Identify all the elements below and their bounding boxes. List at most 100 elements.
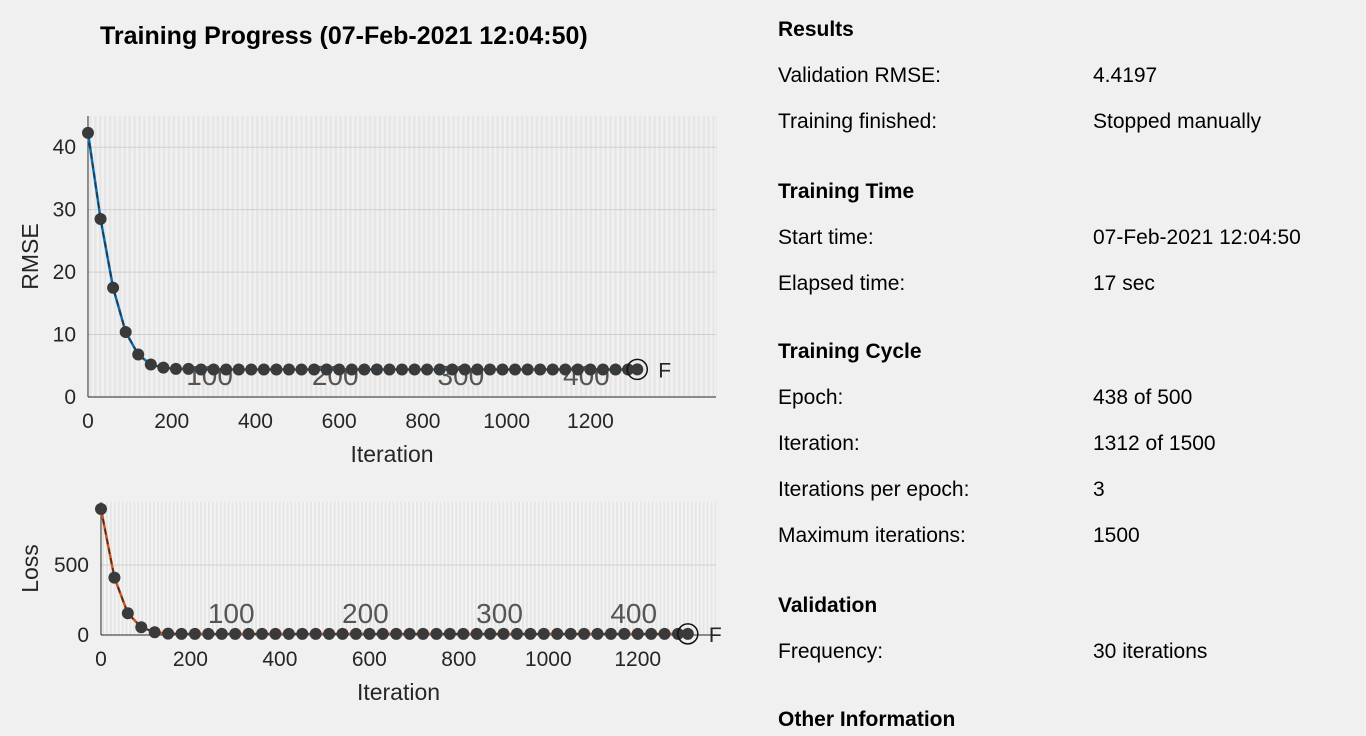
loss-validation-point: [175, 627, 188, 640]
rmse-validation-point: [257, 363, 270, 376]
frequency-value: 30 iterations: [1093, 640, 1208, 663]
loss-x-tick-label: 600: [352, 648, 387, 671]
elapsed-time-label: Elapsed time:: [778, 272, 906, 295]
training-time-section-title: Training Time: [778, 180, 915, 203]
training-cycle-section-title: Training Cycle: [778, 340, 922, 363]
rmse-validation-point: [320, 363, 333, 376]
loss-validation-point: [376, 627, 389, 640]
loss-x-tick-label: 1200: [614, 648, 661, 671]
rmse-x-tick-label: 200: [154, 410, 189, 433]
rmse-minor-grid: [87, 116, 717, 397]
loss-validation-point: [282, 627, 295, 640]
rmse-validation-point: [622, 363, 635, 376]
loss-final-point-ring: [677, 623, 699, 645]
rmse-x-tick-label: 400: [238, 410, 273, 433]
loss-validation-point: [524, 627, 537, 640]
rmse-validation-point: [521, 363, 534, 376]
rmse-validation-point: [483, 363, 496, 376]
loss-epoch-label: 200: [342, 598, 389, 629]
epoch-label: Epoch:: [778, 386, 844, 409]
rmse-y-tick-label: 30: [53, 199, 76, 222]
iterations-per-epoch-label: Iterations per epoch:: [778, 478, 970, 501]
rmse-validation-point: [295, 363, 308, 376]
loss-epoch-label: 400: [610, 598, 657, 629]
rmse-validation-point: [232, 363, 245, 376]
rmse-validation-point: [107, 281, 120, 294]
elapsed-time-value: 17 sec: [1093, 272, 1155, 295]
training-finished-value: Stopped manually: [1093, 110, 1262, 133]
training-plot-area: Training Progress (07-Feb-2021 12:04:50)…: [17, 22, 722, 705]
loss-x-tick-label: 800: [441, 648, 476, 671]
loss-epoch-label: 300: [476, 598, 523, 629]
rmse-validation-point: [207, 363, 220, 376]
rmse-y-tick-label: 20: [53, 261, 76, 284]
rmse-validation-point: [308, 363, 321, 376]
training-finished-label: Training finished:: [778, 110, 938, 133]
rmse-validation-point: [282, 363, 295, 376]
rmse-validation-point: [433, 363, 446, 376]
rmse-validation-point: [383, 363, 396, 376]
rmse-validation-point: [370, 363, 383, 376]
rmse-validation-point: [471, 363, 484, 376]
rmse-validation-point: [396, 363, 408, 376]
loss-validation-point: [510, 627, 523, 640]
rmse-validation-point: [82, 126, 94, 139]
training-progress-title: Training Progress (07-Feb-2021 12:04:50): [100, 22, 588, 50]
rmse-validation-point: [546, 363, 559, 376]
loss-validation-point: [430, 627, 443, 640]
loss-validation-point: [417, 627, 430, 640]
rmse-validation-point: [157, 361, 170, 374]
rmse-validation-point: [94, 213, 107, 226]
rmse-y-tick-label: 10: [53, 324, 76, 347]
loss-y-tick-label: 500: [54, 554, 89, 577]
loss-validation-point: [135, 621, 148, 634]
loss-validation-point: [564, 627, 577, 640]
rmse-validation-point: [421, 363, 434, 376]
loss-validation-point: [470, 627, 483, 640]
frequency-label: Frequency:: [778, 640, 884, 663]
rmse-validation-point: [333, 363, 346, 376]
rmse-validation-point: [245, 363, 258, 376]
start-time-label: Start time:: [778, 226, 874, 249]
loss-validation-point: [578, 627, 591, 640]
loss-validation-point: [618, 627, 631, 640]
rmse-validation-point: [458, 363, 471, 376]
loss-validation-point: [148, 626, 161, 639]
loss-validation-point: [457, 627, 470, 640]
rmse-y-tick-label: 0: [64, 386, 76, 409]
start-time-value: 07-Feb-2021 12:04:50: [1093, 226, 1301, 249]
loss-validation-point: [537, 627, 550, 640]
loss-validation-point: [349, 627, 362, 640]
loss-epoch-label: 100: [208, 598, 255, 629]
loss-validation-point: [604, 627, 617, 640]
loss-validation-point: [269, 627, 282, 640]
validation-section-title: Validation: [778, 594, 878, 617]
loss-validation-point: [658, 627, 671, 640]
other-information-section-title: Other Information: [778, 708, 956, 731]
rmse-validation-point: [509, 363, 522, 376]
rmse-validation-point: [596, 363, 609, 376]
rmse-x-tick-label: 1000: [483, 410, 530, 433]
rmse-y-tick-label: 40: [53, 136, 76, 159]
training-info-panel: Results Validation RMSE: 4.4197 Training…: [778, 0, 1366, 736]
loss-validation-point: [95, 503, 107, 515]
loss-validation-point: [591, 627, 604, 640]
rmse-y-axis-label: RMSE: [17, 223, 43, 289]
loss-validation-point: [202, 627, 215, 640]
loss-x-tick-label: 1000: [525, 648, 572, 671]
rmse-validation-point: [220, 363, 233, 376]
validation-rmse-label: Validation RMSE:: [778, 64, 942, 87]
rmse-validation-point: [169, 362, 182, 375]
loss-final-point: [681, 627, 694, 640]
rmse-validation-point: [345, 363, 358, 376]
maximum-iterations-value: 1500: [1093, 524, 1140, 547]
loss-validation-point: [215, 627, 228, 640]
loss-validation-point: [390, 627, 403, 640]
loss-y-tick-label: 0: [77, 624, 89, 647]
loss-validation-point: [484, 627, 497, 640]
loss-minor-grid: [100, 502, 716, 635]
loss-validation-point: [242, 627, 255, 640]
rmse-validation-point: [496, 363, 509, 376]
loss-x-tick-label: 400: [262, 648, 297, 671]
rmse-validation-point: [132, 348, 145, 361]
